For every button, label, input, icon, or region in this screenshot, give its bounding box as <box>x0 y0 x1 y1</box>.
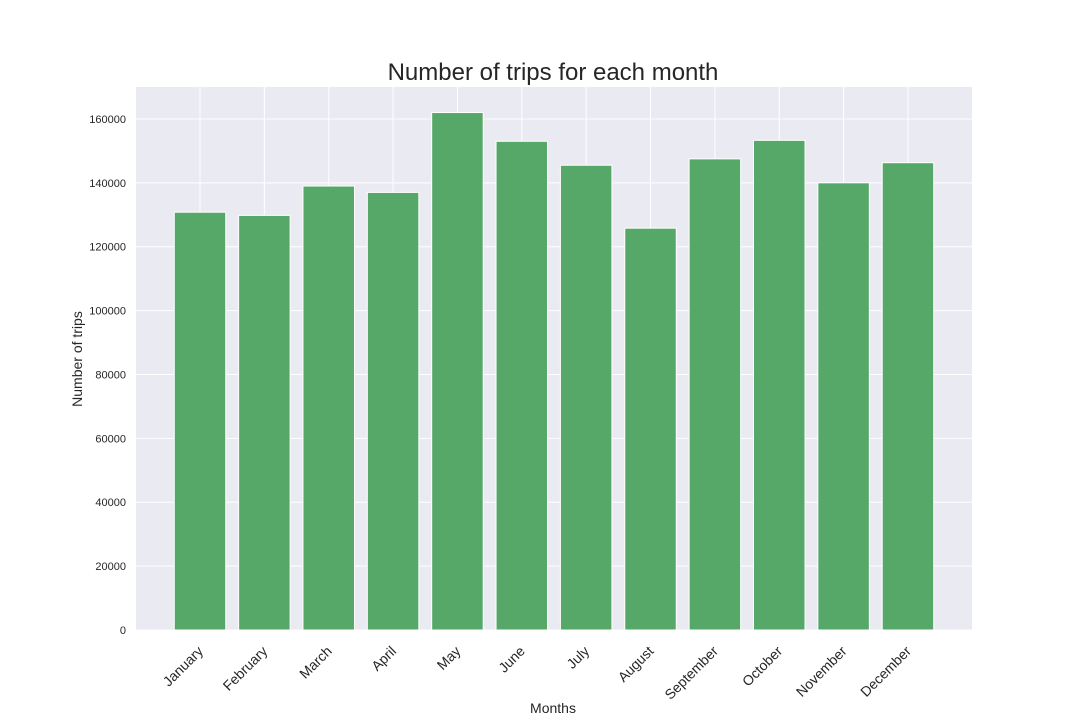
y-tick-label: 60000 <box>95 433 126 445</box>
bar-february <box>238 214 291 631</box>
bars <box>173 112 935 631</box>
bar-june <box>495 140 549 631</box>
x-tick-label: June <box>495 643 528 676</box>
x-tick-label: July <box>563 643 592 672</box>
x-axis-label: Months <box>530 700 576 716</box>
y-axis-ticks: 0 20000 40000 60000 80000 100000 120000 140000 1… <box>89 114 126 637</box>
bar-july <box>559 164 613 631</box>
y-tick-label: 120000 <box>89 242 126 254</box>
bar-november <box>817 182 870 631</box>
x-tick-label: September <box>661 643 721 703</box>
bar-september <box>688 158 742 631</box>
bar-august <box>624 227 677 631</box>
x-tick-label: April <box>368 643 399 674</box>
bar-march <box>302 185 355 631</box>
y-tick-label: 0 <box>120 625 126 637</box>
bar-may <box>431 112 484 631</box>
y-tick-label: 100000 <box>89 306 126 318</box>
x-tick-label: March <box>296 643 335 682</box>
y-tick-label: 160000 <box>89 114 126 126</box>
y-tick-label: 20000 <box>95 561 126 573</box>
x-tick-label: December <box>857 643 914 700</box>
x-tick-label: October <box>739 643 786 690</box>
y-tick-label: 80000 <box>95 369 126 381</box>
x-tick-label: November <box>793 643 850 700</box>
x-tick-label: August <box>615 643 657 685</box>
x-tick-label: February <box>220 643 271 694</box>
bar-january <box>173 211 227 631</box>
bar-october <box>752 139 806 631</box>
y-tick-label: 140000 <box>89 178 126 190</box>
chart-title: Number of trips for each month <box>388 59 719 86</box>
bar-april <box>366 191 420 631</box>
bar-december <box>881 162 935 631</box>
y-tick-label: 40000 <box>95 497 126 509</box>
x-axis-ticks: January February March April May June July Augu… <box>160 643 915 703</box>
y-axis-label: Number of trips <box>69 311 85 407</box>
x-tick-label: May <box>434 643 464 673</box>
x-tick-label: January <box>160 643 207 690</box>
